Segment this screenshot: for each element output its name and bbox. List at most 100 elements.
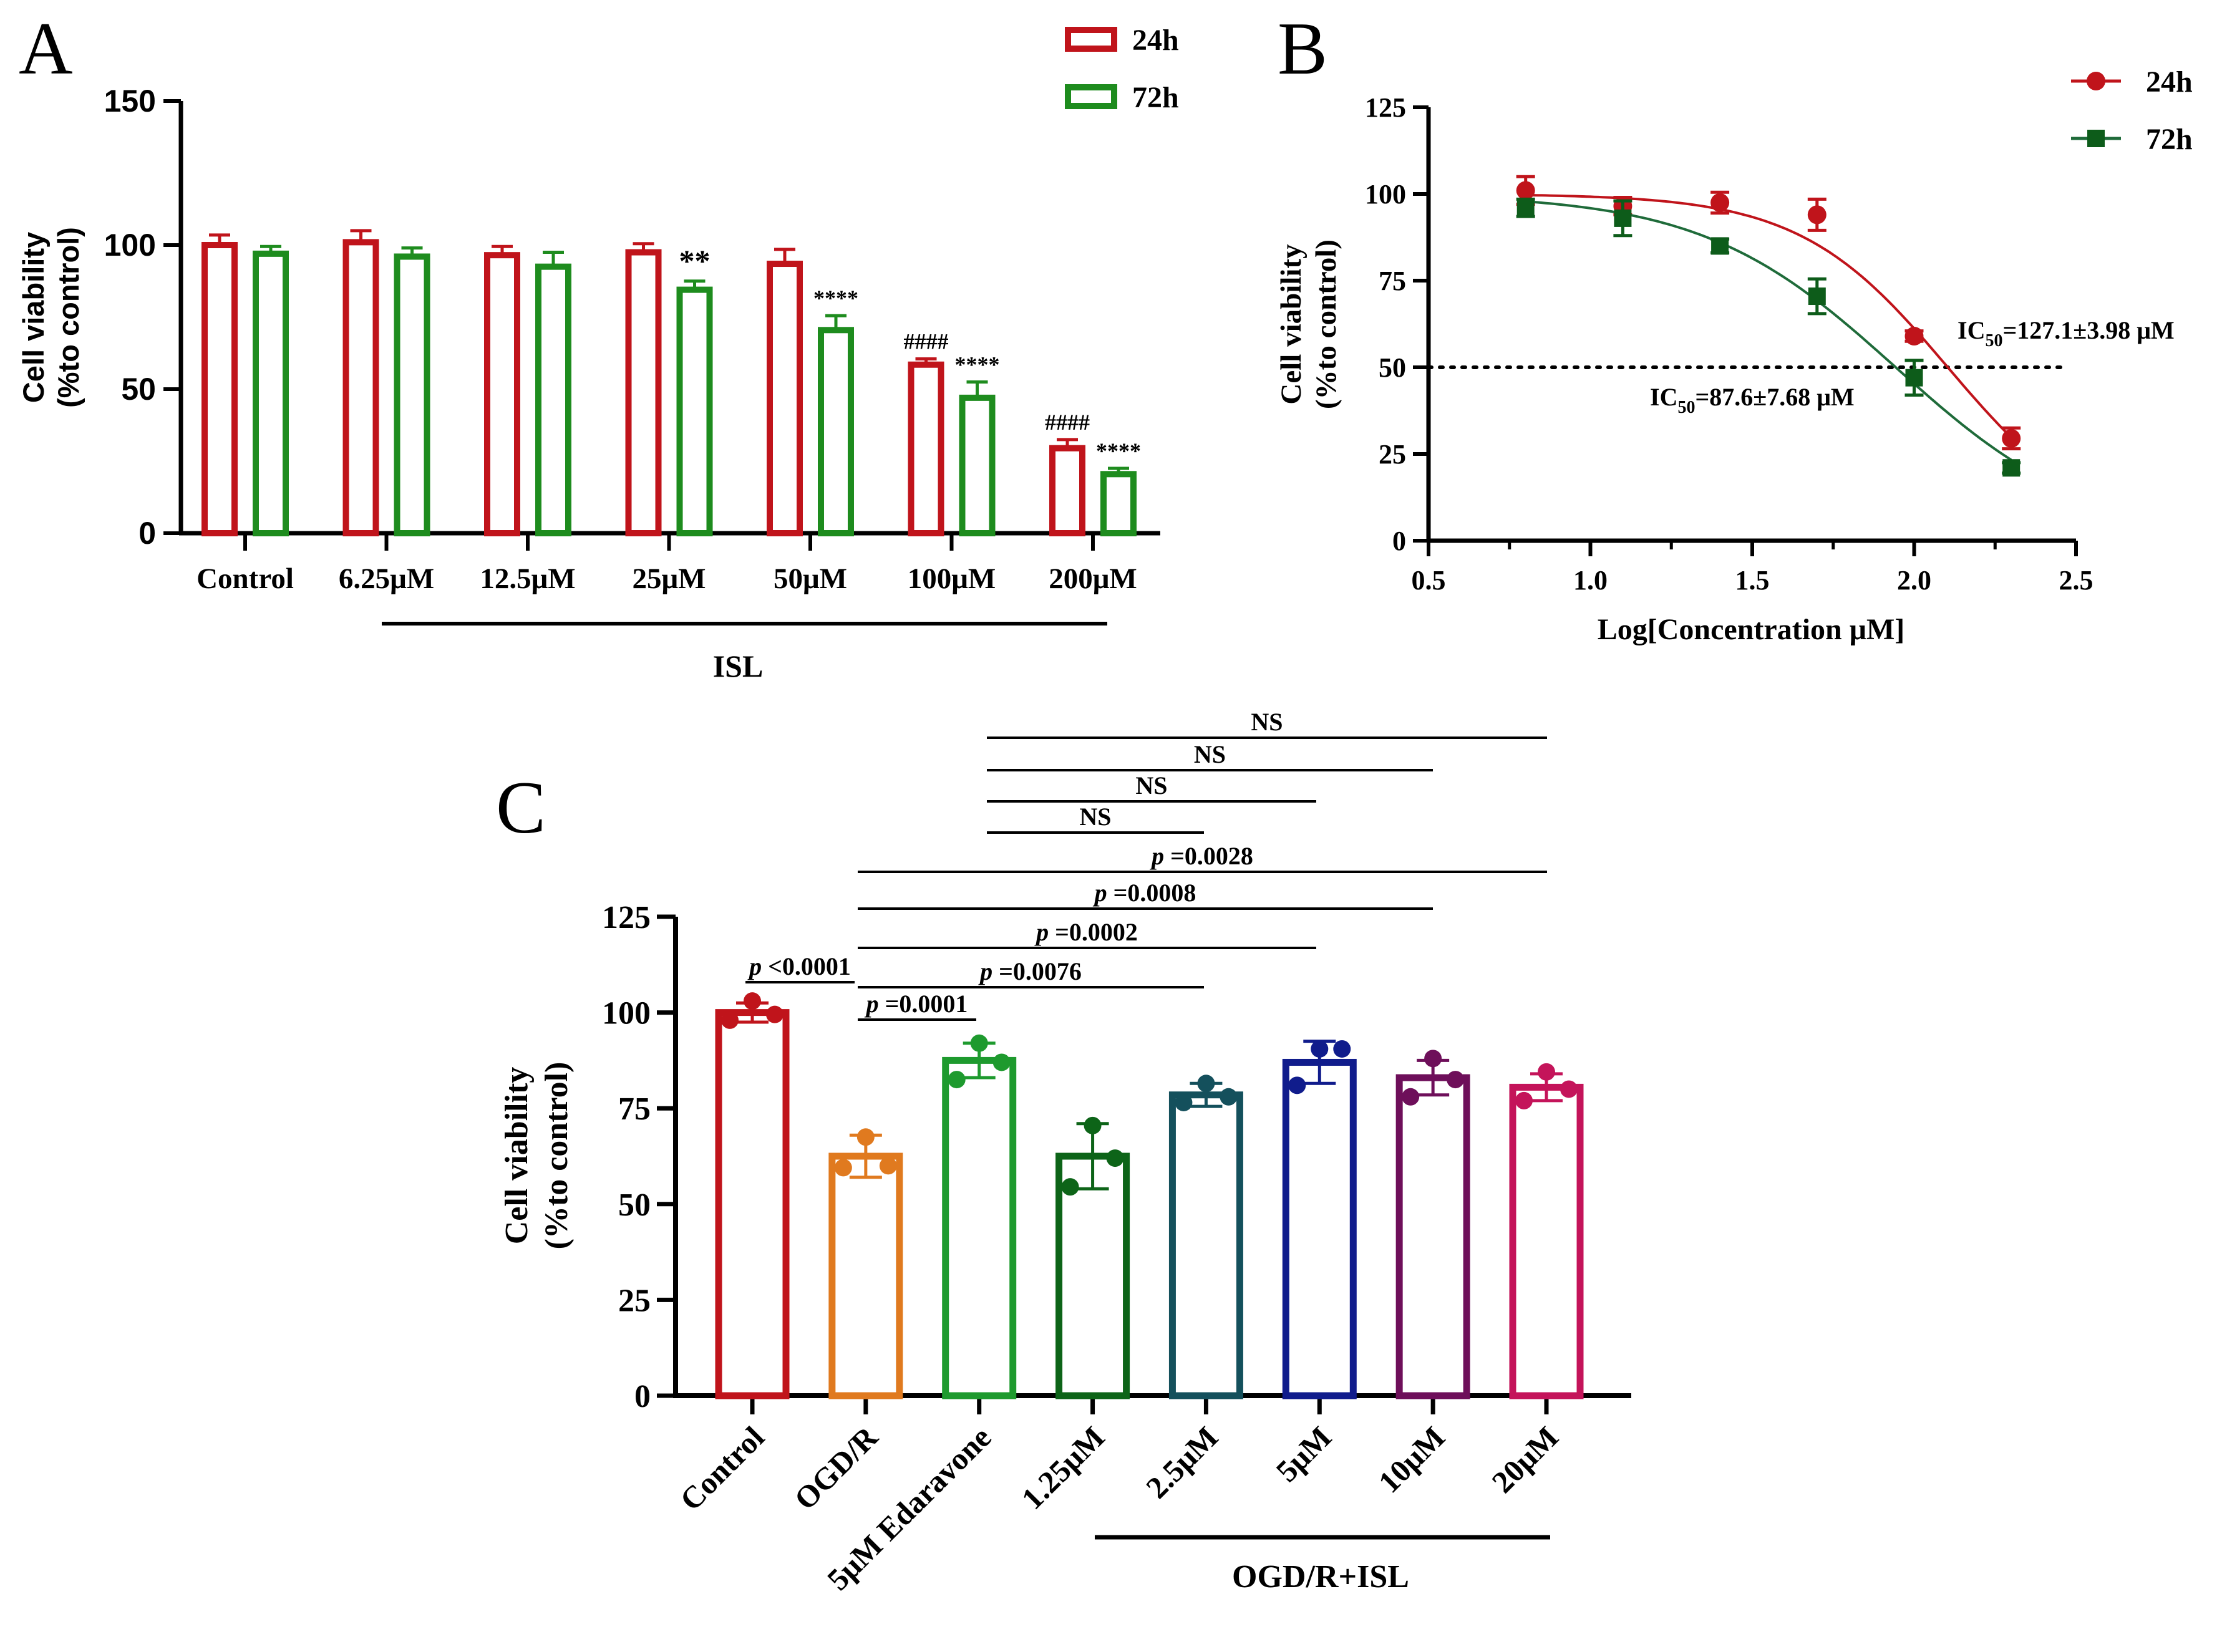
y-tick-label: 75 — [618, 1091, 651, 1127]
comparison-value: =0.0002 — [1049, 918, 1138, 946]
bar-72h — [394, 253, 430, 536]
x-tick-label: 200μM — [1049, 563, 1137, 595]
y-tick-label: 0 — [138, 516, 156, 551]
y-tick-label: 150 — [104, 84, 156, 118]
bar — [942, 1056, 1017, 1399]
ic50-annotation-72h: IC50=87.6±7.68 μM — [1650, 383, 1855, 417]
ic50-prefix: IC — [1650, 383, 1677, 411]
y-tick-label: 0 — [634, 1379, 651, 1414]
data-point-24h — [1710, 193, 1730, 212]
bar — [828, 1152, 903, 1399]
x-tick-label: Control — [196, 563, 294, 595]
bar-72h — [818, 327, 854, 536]
y-tick-label: 50 — [618, 1187, 651, 1223]
p-symbol: p — [747, 952, 762, 980]
x-axis-label: Log[Concentration μM] — [1598, 613, 1904, 646]
y-tick-label: 75 — [1379, 266, 1406, 296]
bar-24h — [908, 361, 944, 536]
data-point-72h — [1905, 369, 1923, 387]
y-axis-label: Cell viability(%to control) — [1275, 239, 1342, 409]
bar-72h — [676, 286, 713, 536]
x-tick-label: 20μM — [1485, 1419, 1565, 1499]
y-axis-label: Cell viability(%to control) — [499, 1062, 575, 1250]
panel-label-b: B — [1278, 7, 1327, 90]
legend-marker-24h — [2087, 72, 2105, 90]
x-tick-label: 25μM — [632, 563, 706, 595]
data-point — [1538, 1063, 1555, 1081]
x-tick-label: 1.5 — [1735, 565, 1770, 596]
y-axis-label: Cell viability(%to control) — [17, 227, 85, 408]
y-axis-label-line2: (%to control) — [52, 227, 85, 408]
bar-24h — [625, 249, 662, 536]
p-symbol: p — [865, 990, 879, 1018]
x-tick-label: 2.0 — [1897, 565, 1931, 596]
ic50-prefix: IC — [1958, 316, 1985, 344]
comparison-value: NS — [1079, 803, 1111, 831]
comparison-value: NS — [1135, 771, 1167, 799]
bar — [1509, 1083, 1584, 1399]
data-point-24h — [1516, 181, 1535, 200]
y-tick-label: 25 — [618, 1283, 651, 1318]
data-point-72h — [1516, 199, 1535, 217]
y-tick-label: 0 — [1392, 526, 1406, 556]
data-point-72h — [1711, 237, 1729, 255]
data-point — [1311, 1040, 1329, 1058]
y-tick-label: 125 — [602, 900, 651, 935]
data-point — [992, 1053, 1011, 1071]
fit-curve-24h — [1525, 193, 2012, 438]
comparison-value: =0.0001 — [879, 990, 968, 1018]
y-axis-label-line1: Cell viability — [17, 232, 50, 403]
panel-label-c: C — [496, 766, 546, 849]
data-point — [744, 992, 761, 1010]
comparison-value: <0.0001 — [762, 952, 851, 980]
comparison-label: NS — [1194, 740, 1226, 768]
x-tick-label: OGD/R — [787, 1419, 885, 1517]
x-tick-label: 10μM — [1372, 1419, 1452, 1499]
comparison-label: p =0.0001 — [865, 990, 968, 1018]
x-tick-label: 2.5 — [2059, 565, 2093, 596]
x-tick-label: 1.25μM — [1014, 1419, 1111, 1516]
bar — [1395, 1074, 1470, 1399]
comparison-value: =0.0076 — [992, 957, 1082, 985]
data-point — [1288, 1076, 1306, 1094]
ic50-value: =127.1±3.98 μM — [2002, 316, 2174, 344]
y-tick-label: 25 — [1379, 439, 1406, 470]
y-axis-label-ylabel_line1: Cell viability — [1275, 244, 1307, 405]
x-tick-label: 5μM — [1269, 1419, 1338, 1489]
data-point — [1084, 1116, 1102, 1134]
comparison-value: =0.0028 — [1164, 842, 1253, 870]
bar-24h — [201, 242, 238, 536]
x-tick-label: Control — [673, 1419, 771, 1517]
p-symbol: p — [978, 957, 992, 985]
data-point-72h — [1614, 209, 1632, 227]
data-point-24h — [1807, 205, 1827, 225]
data-point-24h — [2002, 428, 2021, 448]
bar — [1282, 1058, 1357, 1399]
data-point-72h — [1808, 287, 1826, 306]
data-point-72h — [2002, 459, 2021, 477]
comparison-label: p =0.0008 — [1093, 879, 1196, 907]
comparison-value: NS — [1194, 740, 1226, 768]
legend-label: 72h — [1132, 81, 1179, 114]
data-point — [856, 1128, 875, 1146]
data-point — [879, 1157, 897, 1175]
comparison-label: p =0.0002 — [1034, 918, 1138, 946]
ic50-subscript: 50 — [1677, 398, 1695, 417]
bar-24h — [484, 252, 520, 536]
ic50-subscript: 50 — [1985, 331, 2002, 350]
data-point — [1220, 1088, 1238, 1106]
data-point — [970, 1034, 988, 1052]
ic50-annotation-24h: IC50=127.1±3.98 μM — [1958, 316, 2175, 350]
legend-label: 72h — [2146, 123, 2193, 156]
bar-24h — [1049, 445, 1085, 537]
comparison-label: p =0.0028 — [1150, 842, 1253, 870]
chart-a: 0 50 100 150 Control 6.25μM 12.5μM 25μM 50μM 100μ… — [17, 24, 1179, 684]
bar-24h — [342, 239, 379, 536]
x-tick-label: 100μM — [908, 563, 996, 595]
data-point — [1061, 1178, 1079, 1196]
data-point — [1402, 1088, 1420, 1106]
data-point — [1560, 1080, 1578, 1098]
y-axis-label-ylabel_line1: Cell viability — [499, 1067, 535, 1245]
